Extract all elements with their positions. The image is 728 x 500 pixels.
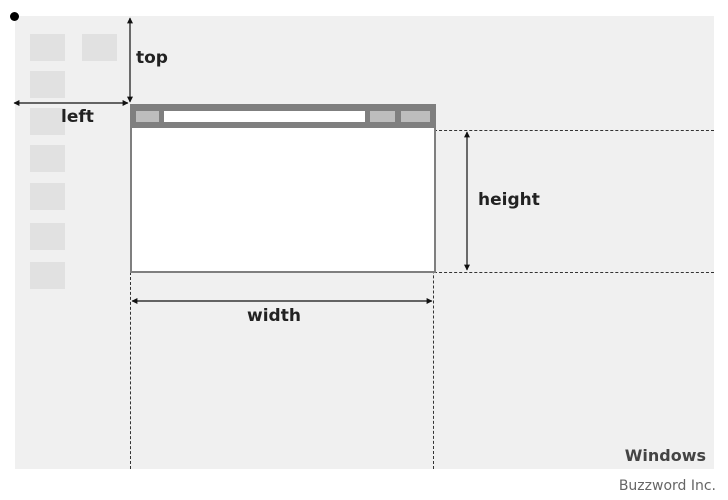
desktop-icon[interactable]	[30, 145, 65, 172]
height-label: height	[478, 190, 540, 210]
window-left-guide-line	[130, 272, 131, 469]
address-bar[interactable]	[164, 111, 365, 122]
back-button[interactable]	[136, 111, 159, 122]
top-label: top	[136, 48, 168, 68]
window-top-guide-line	[434, 130, 714, 131]
windows-label: Windows	[624, 446, 706, 465]
window-bottom-guide-line	[434, 272, 714, 273]
browser-titlebar[interactable]	[132, 104, 434, 128]
desktop-icon[interactable]	[82, 34, 117, 61]
desktop-icon[interactable]	[30, 183, 65, 210]
credit-text: Buzzword Inc.	[618, 478, 716, 494]
desktop-icon[interactable]	[30, 34, 65, 61]
left-label: left	[61, 107, 94, 127]
desktop-icon[interactable]	[30, 108, 65, 135]
screen-origin-dot	[10, 12, 19, 21]
window-button[interactable]	[401, 111, 430, 122]
window-right-guide-line	[433, 130, 434, 469]
desktop-icon[interactable]	[30, 223, 65, 250]
browser-window[interactable]	[130, 104, 436, 273]
width-label: width	[247, 306, 301, 326]
desktop-icon[interactable]	[30, 262, 65, 289]
desktop-icon[interactable]	[30, 71, 65, 98]
window-button[interactable]	[370, 111, 395, 122]
